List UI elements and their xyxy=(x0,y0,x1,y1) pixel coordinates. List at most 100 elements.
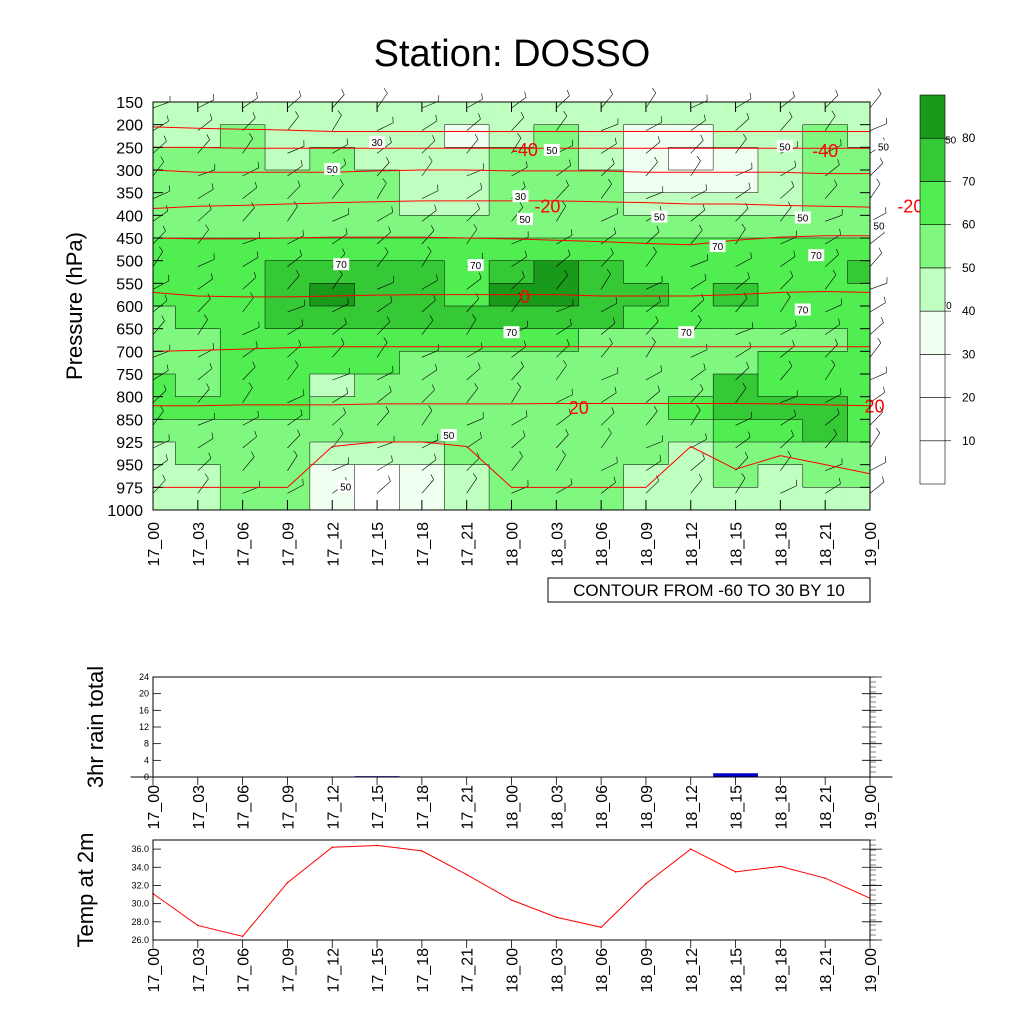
rh-cell xyxy=(623,419,669,443)
wind-barb xyxy=(869,123,887,131)
wind-barb-feather xyxy=(564,269,568,276)
isotherm-label: -20 xyxy=(534,196,560,216)
x-tick-label: 18_18 xyxy=(773,785,790,830)
wind-barb xyxy=(869,481,885,494)
rh-cell xyxy=(265,351,311,375)
wind-barb xyxy=(600,233,616,245)
rh-cell xyxy=(757,396,804,420)
rh-cell xyxy=(175,102,221,126)
temperature-line-layer xyxy=(152,844,871,938)
wind-barb xyxy=(780,206,792,222)
wind-barb xyxy=(421,161,433,177)
wind-barb-feather xyxy=(209,113,213,120)
rh-cell xyxy=(309,351,356,375)
rh-cell xyxy=(220,283,266,307)
wind-barb-feather xyxy=(346,138,349,145)
rh-cell xyxy=(533,374,580,398)
y-tick-label: 36.0 xyxy=(131,844,149,854)
wind-barb xyxy=(376,162,390,177)
wind-barb xyxy=(600,462,618,471)
wind-barb xyxy=(556,185,569,199)
wind-barb xyxy=(645,411,658,426)
wind-barb-feather xyxy=(876,178,881,184)
rh-cell xyxy=(668,170,714,194)
wind-barb xyxy=(600,183,612,199)
wind-barb-feather xyxy=(750,252,752,259)
wind-barb-feather xyxy=(792,340,795,347)
rh-cell xyxy=(444,396,490,420)
wind-barb xyxy=(332,274,343,290)
wind-barb xyxy=(869,392,885,403)
wind-barb-feather xyxy=(254,181,258,188)
wind-barb-feather xyxy=(793,250,796,257)
y-tick-label: 34.0 xyxy=(131,862,149,872)
rh-cell xyxy=(354,328,400,352)
wind-barb xyxy=(197,278,213,290)
rh-cell xyxy=(489,328,535,352)
rh-cell xyxy=(399,192,445,216)
wind-barb-feather xyxy=(880,157,884,164)
wind-barb xyxy=(511,236,529,245)
wind-barb xyxy=(197,259,215,267)
temperature-point xyxy=(241,935,244,938)
rh-cell xyxy=(153,102,176,126)
rh-cell xyxy=(309,102,356,126)
wind-barb xyxy=(600,94,613,109)
wind-barb-feather xyxy=(697,314,702,321)
rh-cell xyxy=(354,374,400,398)
wind-barb xyxy=(152,101,171,109)
wind-barb xyxy=(645,480,660,494)
wind-barb-feather xyxy=(163,384,167,391)
wind-barb xyxy=(511,256,527,267)
temperature-series xyxy=(152,844,871,937)
wind-barb xyxy=(645,121,662,131)
wind-barb xyxy=(869,183,881,199)
wind-barb xyxy=(466,139,479,154)
rh-cell xyxy=(399,306,445,330)
pressure-tick-label: 200 xyxy=(116,118,143,135)
wind-barb xyxy=(242,277,257,290)
wind-barb-feather xyxy=(832,269,837,276)
rh-cell xyxy=(444,238,490,262)
wind-barb-feather xyxy=(790,270,794,277)
rh-cell xyxy=(533,464,580,488)
rh-cell xyxy=(354,147,400,171)
rh-cell xyxy=(175,283,221,307)
wind-barb xyxy=(735,387,747,403)
wind-barb-feather xyxy=(345,228,348,235)
rh-cell xyxy=(757,487,804,511)
rh-cell xyxy=(444,102,490,126)
wind-barb xyxy=(511,435,526,449)
wind-barb xyxy=(645,440,663,449)
wind-barb xyxy=(869,342,882,358)
wind-barb xyxy=(376,183,387,199)
wind-barb-feather xyxy=(212,93,215,100)
wind-barb xyxy=(780,186,794,199)
y-tick-label: 8 xyxy=(144,739,149,749)
wind-barb xyxy=(197,319,208,335)
rh-cell xyxy=(668,283,714,307)
colorbar-box xyxy=(919,137,946,182)
wind-barb-feather xyxy=(840,139,842,146)
wind-barb-feather xyxy=(748,182,751,189)
wind-barb-feather xyxy=(297,180,301,187)
rh-cell xyxy=(489,487,535,511)
rh-cell xyxy=(802,215,849,239)
wind-barb xyxy=(287,325,304,335)
wind-barb-feather xyxy=(165,454,168,461)
rh-cell xyxy=(623,487,669,511)
wind-barb xyxy=(780,325,797,335)
wind-barb xyxy=(780,485,797,494)
rh-cell xyxy=(399,328,445,352)
wind-barb xyxy=(556,455,566,471)
wind-barb-feather xyxy=(789,111,793,118)
rh-cell xyxy=(399,215,445,239)
rh-cell xyxy=(354,215,400,239)
wind-barb-feather xyxy=(570,478,573,485)
wind-barb xyxy=(421,140,436,154)
rh-cell xyxy=(668,215,714,239)
wind-barb xyxy=(376,461,393,471)
rh-cell xyxy=(175,396,221,420)
rh-cell xyxy=(533,102,580,126)
wind-barb-feather xyxy=(253,271,257,278)
